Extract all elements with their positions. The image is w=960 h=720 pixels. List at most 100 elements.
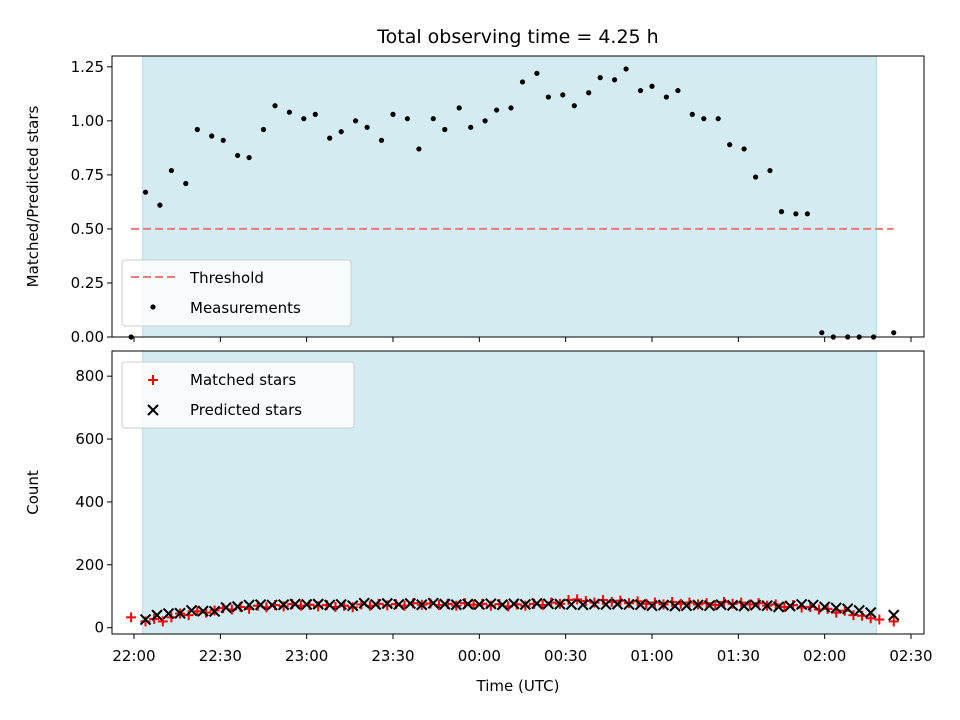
predicted-star-point (611, 598, 624, 610)
measurement-point (404, 116, 410, 122)
x-tick-label: 22:00 (112, 647, 155, 665)
predicted-star-point (427, 597, 439, 609)
measurement-point (352, 118, 359, 124)
predicted-star-point (485, 598, 497, 610)
predicted-star-point (496, 599, 509, 611)
measurement-point (378, 137, 385, 143)
predicted-star-point (807, 599, 819, 611)
predicted-star-point (231, 600, 244, 613)
predicted-star-point (542, 598, 555, 610)
predicted-star-point (772, 601, 785, 613)
predicted-star-point (669, 600, 681, 612)
predicted-star-point (588, 598, 601, 610)
y-tick-label: 0.25 (71, 274, 104, 292)
measurement-point (534, 70, 540, 76)
ratio-y-ticks: 0.00 0.25 0.50 0.75 1.00 1.25 (71, 58, 112, 346)
matched-star-point (727, 598, 738, 609)
predicted-star-point (381, 597, 393, 610)
measurement-point (778, 209, 785, 215)
predicted-star-point (197, 605, 209, 617)
measurement-point (675, 87, 681, 94)
legend-predicted-label: Predicted stars (190, 401, 302, 419)
predicted-star-point (738, 600, 750, 612)
count-y-axis-label: Count (24, 470, 42, 515)
predicted-star-point (450, 599, 463, 611)
matched-star-point (874, 614, 885, 625)
measurement-point (637, 87, 644, 94)
predicted-star-point (646, 599, 658, 612)
measurement-point (456, 105, 462, 111)
predicted-star-point (208, 605, 221, 618)
predicted-star-point (657, 599, 670, 611)
measurement-point (327, 135, 333, 141)
measurement-point (891, 330, 897, 336)
y-tick-label: 800 (75, 367, 104, 385)
matched-star-point (126, 612, 137, 623)
predicted-star-point (254, 599, 267, 611)
measurement-point (168, 167, 175, 174)
x-tick-label: 00:30 (544, 647, 587, 665)
x-tick-label: 01:30 (717, 647, 760, 665)
measurement-point (753, 174, 759, 180)
measurement-point (560, 92, 566, 98)
x-tick-label: 23:00 (285, 647, 328, 665)
measurement-point (611, 77, 618, 83)
x-axis-label: Time (UTC) (476, 677, 560, 695)
predicted-star-point (841, 603, 854, 615)
predicted-star-point (761, 599, 773, 612)
matched-star-point (865, 613, 876, 624)
y-tick-label: 0.75 (71, 166, 104, 184)
predicted-star-point (623, 598, 635, 611)
y-tick-label: 200 (75, 556, 104, 574)
legend-matched-label: Matched stars (190, 371, 296, 389)
measurement-point (741, 146, 747, 152)
legend-measurements-label: Measurements (190, 299, 301, 317)
predicted-star-point (416, 599, 428, 611)
measurement-point (597, 75, 603, 81)
chart-title: Total observing time = 4.25 h (376, 26, 658, 48)
predicted-star-point (289, 598, 301, 610)
count-y-ticks: 0 200 400 600 800 (75, 367, 112, 637)
predicted-star-point (795, 598, 808, 611)
matched-star-point (192, 606, 203, 617)
measurement-point (701, 116, 707, 122)
predicted-star-point (312, 598, 324, 610)
count-x-ticks: 22:00 22:30 23:00 23:30 00:00 00:30 01:00 01:30… (112, 634, 933, 665)
x-tick-label: 22:30 (199, 647, 242, 665)
matched-star-point (278, 601, 289, 612)
predicted-star-point (784, 600, 796, 612)
predicted-star-point (473, 598, 486, 611)
predicted-star-point (439, 598, 451, 610)
measurement-point (183, 180, 189, 187)
measurement-point (649, 83, 655, 89)
predicted-star-point (634, 599, 647, 611)
measurement-point (663, 94, 669, 100)
predicted-star-point (577, 599, 589, 611)
measurement-point (235, 152, 241, 159)
y-tick-label: 400 (75, 493, 104, 511)
measurement-point (194, 126, 200, 133)
measurement-point (793, 211, 799, 217)
predicted-star-point (300, 598, 313, 611)
predicted-star-point (531, 597, 543, 610)
matched-star-point (140, 616, 151, 627)
measurement-point (142, 189, 149, 195)
predicted-star-point (151, 609, 163, 621)
measurement-point (804, 211, 811, 217)
measurement-point (623, 66, 629, 72)
ratio-legend: Threshold Measurements (121, 259, 352, 327)
matched-star-point (382, 600, 393, 611)
measurement-point (246, 154, 252, 161)
legend-threshold-label: Threshold (189, 269, 264, 287)
predicted-star-point (335, 598, 347, 611)
measurement-point (689, 111, 695, 117)
measurement-point (312, 111, 318, 117)
measurement-point (272, 103, 278, 109)
matched-star-point (468, 599, 479, 610)
measurement-point (586, 90, 592, 96)
measurement-point (430, 116, 436, 122)
measurement-point (767, 167, 773, 174)
legend-cross-mark (147, 404, 159, 416)
ratio-panel: 0.00 0.25 0.50 0.75 1.00 1.25 Matched/Predict… (24, 55, 925, 346)
